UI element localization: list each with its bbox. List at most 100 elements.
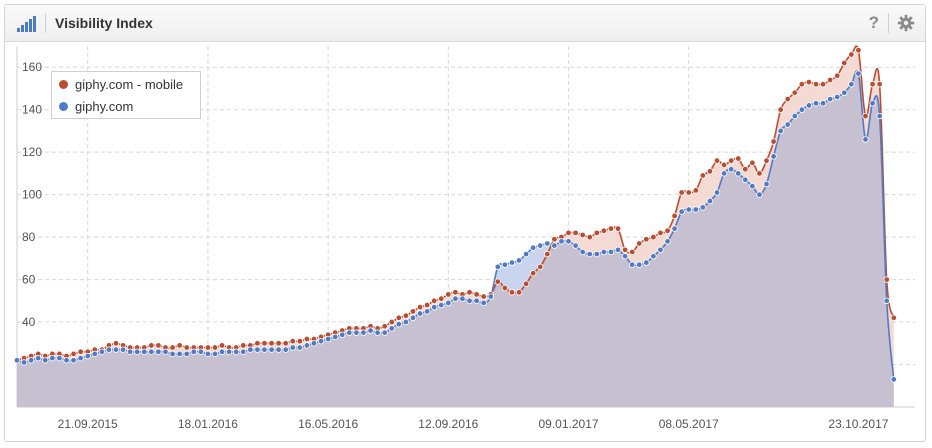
data-point-desktop <box>353 329 360 336</box>
data-point-mobile <box>211 344 219 351</box>
data-point-desktop <box>310 340 318 347</box>
data-point-desktop <box>423 308 431 315</box>
data-point-desktop <box>339 331 346 338</box>
data-point-mobile <box>388 318 395 326</box>
data-point-desktop <box>395 320 403 328</box>
data-point-desktop <box>614 246 622 254</box>
data-point-mobile <box>494 278 502 285</box>
data-point-desktop <box>225 348 233 355</box>
data-point-desktop <box>692 206 700 213</box>
header-divider-right <box>888 13 889 33</box>
data-point-mobile <box>643 236 650 243</box>
data-point-desktop <box>360 329 367 336</box>
data-point-desktop <box>473 297 480 305</box>
legend-label-desktop: giphy.com <box>75 99 134 114</box>
data-point-desktop <box>367 327 374 334</box>
data-point-desktop <box>713 189 721 196</box>
data-point-mobile <box>176 342 183 349</box>
data-point-desktop <box>643 259 650 266</box>
data-point-desktop <box>112 346 120 353</box>
data-point-desktop <box>254 346 261 353</box>
data-point-mobile <box>416 303 424 311</box>
data-point-desktop <box>49 354 56 362</box>
data-point-desktop <box>289 344 296 351</box>
data-point-desktop <box>834 93 841 101</box>
data-point-mobile <box>756 170 763 177</box>
data-point-mobile <box>268 340 275 347</box>
data-point-desktop <box>84 352 91 360</box>
data-point-desktop <box>162 348 169 355</box>
data-point-desktop <box>657 246 664 254</box>
data-point-desktop <box>551 242 558 249</box>
data-point-desktop <box>784 121 791 128</box>
data-point-desktop <box>204 350 212 358</box>
data-point-desktop <box>445 299 452 307</box>
data-point-mobile <box>466 289 473 296</box>
data-point-mobile <box>671 212 678 220</box>
x-tick-label: 09.01.2017 <box>538 417 598 431</box>
data-point-mobile <box>579 231 586 239</box>
data-point-desktop <box>812 100 820 107</box>
data-point-desktop <box>70 357 77 364</box>
data-point-mobile <box>438 295 445 302</box>
data-point-mobile <box>664 227 671 234</box>
data-point-mobile <box>770 138 777 145</box>
data-point-desktop <box>749 182 756 190</box>
y-tick-label: 60 <box>22 273 36 287</box>
y-tick-label: 100 <box>22 188 42 202</box>
gear-icon[interactable] <box>897 14 915 32</box>
data-point-desktop <box>522 250 530 258</box>
data-point-desktop <box>409 314 417 322</box>
data-point-desktop <box>331 333 339 341</box>
data-point-mobile <box>699 172 707 179</box>
data-point-mobile <box>586 233 593 241</box>
data-point-mobile <box>826 76 834 84</box>
data-point-desktop <box>388 325 395 332</box>
question-mark-icon[interactable]: ? <box>868 13 879 32</box>
x-tick-label: 16.05.2016 <box>298 417 358 431</box>
data-point-mobile <box>841 59 848 67</box>
data-point-mobile <box>282 340 289 347</box>
data-point-desktop <box>727 165 735 173</box>
data-point-mobile <box>423 301 431 309</box>
data-point-mobile <box>678 189 685 196</box>
y-tick-label: 120 <box>22 145 42 159</box>
data-point-mobile <box>791 89 798 96</box>
data-point-mobile <box>614 225 622 232</box>
data-point-mobile <box>812 81 820 88</box>
x-tick-label: 12.09.2016 <box>418 417 478 431</box>
data-point-desktop <box>247 346 254 353</box>
data-point-desktop <box>98 348 106 355</box>
data-point-desktop <box>742 176 749 183</box>
data-point-desktop <box>148 348 155 355</box>
data-point-mobile <box>430 297 438 305</box>
legend-item-desktop[interactable]: giphy.com <box>59 99 133 117</box>
data-point-mobile <box>529 270 537 277</box>
data-point-mobile <box>169 344 176 351</box>
data-point-desktop <box>572 242 579 249</box>
data-point-desktop <box>126 348 134 355</box>
data-point-desktop <box>883 297 890 305</box>
data-point-desktop <box>324 335 332 343</box>
data-point-mobile <box>204 344 212 351</box>
data-point-desktop <box>777 127 784 135</box>
data-point-desktop <box>529 244 537 251</box>
data-point-desktop <box>56 354 63 362</box>
data-point-desktop <box>346 329 353 336</box>
data-point-desktop <box>105 346 113 353</box>
legend-item-mobile[interactable]: giphy.com - mobile <box>59 77 183 95</box>
data-point-desktop <box>869 100 876 107</box>
header-divider <box>45 13 46 33</box>
data-point-mobile <box>628 248 636 256</box>
data-point-desktop <box>770 153 777 160</box>
data-point-desktop <box>706 197 714 205</box>
y-tick-label: 160 <box>22 60 42 74</box>
data-point-desktop <box>735 170 742 177</box>
data-point-mobile <box>452 289 459 296</box>
data-point-desktop <box>438 301 445 309</box>
data-point-mobile <box>112 340 120 347</box>
data-point-desktop <box>558 238 565 245</box>
legend-label-mobile: giphy.com - mobile <box>75 77 184 92</box>
data-point-mobile <box>890 314 897 322</box>
